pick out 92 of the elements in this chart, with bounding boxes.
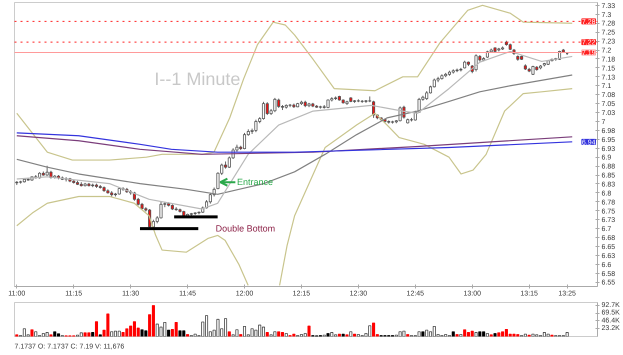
line-series <box>16 50 573 210</box>
bar <box>94 321 98 336</box>
bar <box>284 333 288 336</box>
bar <box>224 318 228 336</box>
bar <box>91 332 94 336</box>
bar <box>114 330 117 336</box>
line-series <box>16 74 573 195</box>
bar <box>421 331 424 336</box>
bar <box>216 318 220 336</box>
bar <box>132 321 136 336</box>
bar <box>152 305 155 336</box>
bar <box>466 332 470 336</box>
bar <box>512 334 516 336</box>
bar <box>250 328 254 336</box>
bar <box>482 331 486 336</box>
candlestick <box>159 201 163 220</box>
bar <box>504 329 508 336</box>
bar <box>42 333 45 336</box>
bar <box>542 332 546 336</box>
bar <box>342 334 345 336</box>
bar <box>493 333 497 336</box>
bar <box>129 326 132 336</box>
bar <box>524 334 527 336</box>
bar <box>418 331 421 336</box>
bar <box>56 333 60 336</box>
bar <box>425 330 428 336</box>
annotation: Double Bottom <box>216 224 276 234</box>
bar <box>349 331 352 336</box>
bar <box>566 332 569 336</box>
bar <box>144 330 148 336</box>
bar <box>125 328 128 336</box>
bar <box>474 332 478 336</box>
bar <box>242 326 246 336</box>
bar <box>178 330 182 336</box>
bar <box>486 333 489 336</box>
bar <box>463 329 466 336</box>
line-series <box>16 4 573 161</box>
bar <box>53 331 56 336</box>
bar <box>174 322 178 336</box>
bar <box>34 331 38 336</box>
bar <box>22 328 26 336</box>
bar <box>182 330 186 336</box>
bar <box>326 333 330 336</box>
bar <box>497 332 500 336</box>
bar <box>156 324 159 336</box>
candlestick <box>262 101 266 120</box>
bar <box>228 331 231 336</box>
bar <box>546 334 550 336</box>
bar <box>30 329 34 336</box>
bar <box>87 332 90 336</box>
bar <box>501 331 504 336</box>
bar <box>205 315 208 336</box>
bar <box>106 314 110 336</box>
bar <box>163 322 166 336</box>
candlestick <box>46 165 49 176</box>
bar <box>372 322 376 336</box>
bar <box>338 334 341 336</box>
bar <box>118 330 121 336</box>
bar <box>273 331 276 336</box>
bar <box>262 326 266 336</box>
bar <box>194 334 197 336</box>
bar <box>304 333 307 336</box>
bar <box>140 329 144 336</box>
bar <box>292 334 296 336</box>
bar <box>258 324 262 336</box>
bar <box>330 332 334 336</box>
candlestick <box>242 132 246 150</box>
bar <box>368 325 372 336</box>
candlestick <box>254 119 258 133</box>
bar <box>167 330 170 336</box>
bar <box>110 331 114 336</box>
bar <box>46 332 49 336</box>
candlestick <box>273 97 276 113</box>
bar <box>307 326 311 336</box>
bar <box>531 334 535 336</box>
bar <box>402 330 406 336</box>
bar <box>277 331 280 336</box>
bar <box>280 332 284 336</box>
bar <box>398 331 402 336</box>
bar <box>80 332 83 336</box>
bar <box>432 326 436 336</box>
bar <box>470 330 474 336</box>
bar <box>266 332 269 336</box>
bar <box>452 331 455 336</box>
candlestick <box>266 102 269 116</box>
candlestick <box>531 65 535 76</box>
bar <box>478 331 482 336</box>
bar <box>84 332 87 336</box>
bar <box>235 329 238 336</box>
bar <box>122 332 125 336</box>
candlestick <box>277 98 280 108</box>
bar <box>353 334 356 336</box>
